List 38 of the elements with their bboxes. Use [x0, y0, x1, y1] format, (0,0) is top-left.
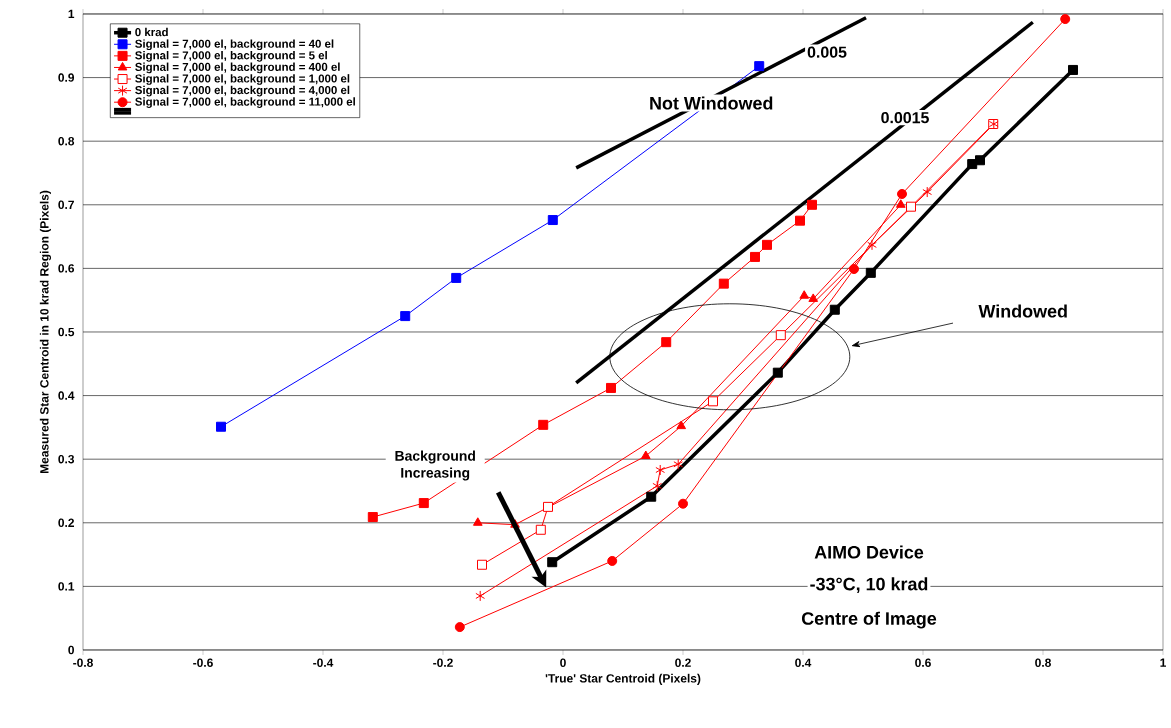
y-tick-label: 0.2 — [58, 518, 75, 528]
legend-label: Signal = 7,000 el, background = 400 el — [135, 62, 340, 74]
annotation: Not Windowed — [650, 96, 773, 110]
legend-label: Signal = 7,000 el, background = 40 el — [135, 39, 334, 51]
legend-label: 0 krad — [135, 27, 168, 37]
legend-label: Signal = 7,000 el, background = 4,000 el — [135, 85, 350, 97]
x-tick-label: -0.2 — [433, 658, 453, 667]
x-tick-label: 0 — [560, 658, 566, 667]
x-tick-label: 0.4 — [795, 658, 812, 667]
x-axis-title: 'True' Star Centroid (Pixels) — [545, 673, 701, 685]
annotation: -33°C, 10 krad — [810, 577, 928, 593]
annotation: 0.0015 — [881, 112, 929, 124]
y-tick-label: 0.5 — [58, 327, 75, 337]
y-tick-label: 0.6 — [58, 264, 75, 273]
y-tick-label: 0.4 — [58, 391, 75, 400]
x-tick-label: 0.2 — [675, 658, 691, 667]
y-tick-label: 0.3 — [58, 454, 75, 464]
x-tick-label: -0.6 — [193, 658, 213, 667]
y-tick-label: 0.7 — [58, 200, 74, 210]
x-tick-label: 0.8 — [1035, 658, 1051, 667]
x-tick-label: -0.4 — [313, 658, 334, 667]
legend-label: Signal = 7,000 el, background = 5 el — [135, 50, 327, 62]
x-tick-label: 0.6 — [915, 658, 931, 667]
annotation: 0.005 — [807, 46, 847, 58]
annotation: AIMO Device — [814, 545, 924, 559]
annotation: Background Increasing — [395, 450, 475, 481]
y-tick-label: 0.8 — [58, 136, 75, 146]
annotation: Centre of Image — [801, 611, 937, 629]
y-tick-label: 0.1 — [58, 582, 75, 591]
x-tick-label: 1 — [1160, 658, 1166, 667]
y-axis-title: Measured Star Centroid in 10 krad Region (Pixels) — [39, 190, 52, 474]
y-tick-label: 1 — [68, 9, 75, 19]
legend-label: Signal = 7,000 el, background = 11,000 el — [135, 97, 355, 109]
y-tick-label: 0.9 — [58, 73, 75, 82]
x-tick-label: -0.8 — [73, 658, 93, 667]
annotation: Windowed — [978, 304, 1067, 318]
y-tick-label: 0 — [68, 645, 74, 655]
legend-label: Signal = 7,000 el, background = 1,000 el — [135, 74, 350, 85]
